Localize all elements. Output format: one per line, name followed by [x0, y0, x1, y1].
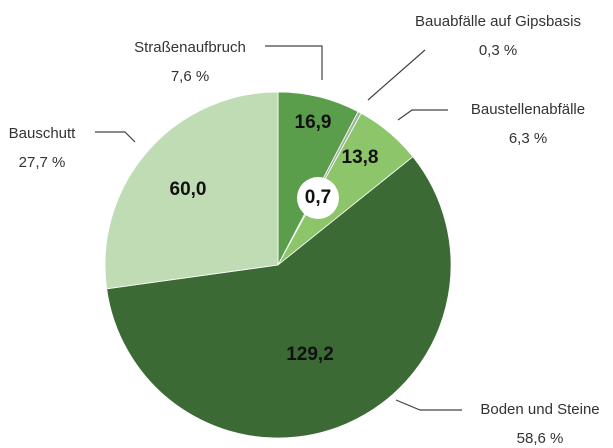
percentage-label: 7,6 % — [171, 68, 209, 85]
value-label: 13,8 — [342, 147, 379, 168]
percentage-label: 27,7 % — [19, 154, 66, 171]
category-label: Bauabfälle auf Gipsbasis — [415, 13, 581, 30]
category-label: Bauschutt — [9, 125, 77, 142]
pie-slice — [106, 156, 452, 439]
value-label: 16,9 — [295, 112, 332, 133]
percentage-label: 0,3 % — [479, 42, 517, 59]
leader-line — [265, 45, 323, 80]
percentage-label: 58,6 % — [517, 430, 564, 447]
pie-slice — [104, 91, 279, 290]
value-label: 129,2 — [286, 344, 334, 365]
value-label: 0,7 — [305, 187, 331, 208]
percentage-label: 6,3 % — [509, 130, 547, 147]
label-badge — [297, 177, 339, 219]
category-label: Baustellenabfälle — [471, 101, 585, 118]
category-label: Straßenaufbruch — [134, 39, 246, 56]
leader-line — [95, 131, 136, 143]
value-label: 60,0 — [170, 179, 207, 200]
leader-line — [367, 49, 426, 101]
leader-line — [395, 399, 462, 411]
category-label: Boden und Steine — [480, 401, 599, 418]
leader-line — [397, 109, 448, 121]
